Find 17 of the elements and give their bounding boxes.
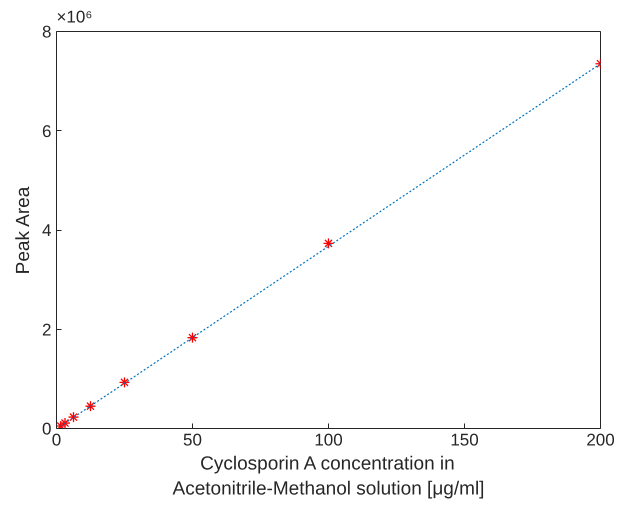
x-tick-label: 50 [183,430,202,450]
point [59,417,71,428]
x-tick-label: 150 [450,430,479,450]
y-tick-label: 2 [42,320,52,340]
x-tick-label: 200 [586,430,615,450]
y-tick-label: 4 [42,221,52,240]
point [118,376,130,388]
point [186,332,198,344]
text: ×10⁶ [56,8,92,26]
y-tick-label: 8 [42,22,52,42]
y-axis-title: Peak Area [13,186,34,274]
x-tick-label: 100 [314,430,343,450]
y-tick-label: 6 [42,122,52,141]
point [322,238,334,250]
point [68,411,80,423]
point [84,400,96,412]
x-axis-title: Cyclosporin A concentration in Acetonitrile-Methanol solution [μg/ml] [172,454,484,500]
